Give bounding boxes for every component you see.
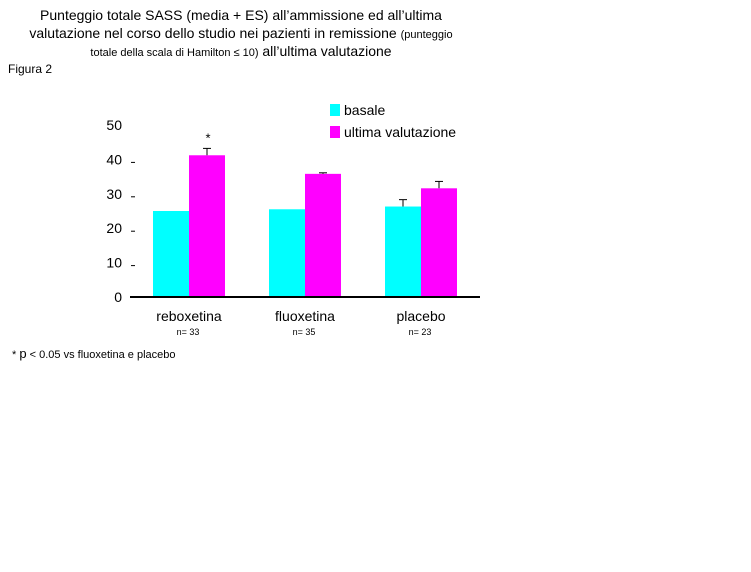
legend-label-ultima: ultima valutazione xyxy=(344,124,456,140)
legend-label-basale: basale xyxy=(344,102,385,118)
chart-title-line-3-small: totale della scala di Hamilton ≤ 10) xyxy=(90,47,259,59)
bar-basale-fluoxetina xyxy=(269,209,305,297)
chart-title-line-2-small: (punteggio xyxy=(400,29,453,41)
y-tick-label: 40 xyxy=(106,151,122,167)
legend-swatch-basale xyxy=(330,104,340,116)
figure-label: Figura 2 xyxy=(8,62,53,76)
sample-size-label: n= 33 xyxy=(177,327,200,337)
bar-basale-reboxetina xyxy=(153,211,189,297)
x-tick-label: fluoxetina xyxy=(275,308,335,324)
figure: Punteggio totale SASS (media + ES) all’a… xyxy=(0,0,482,365)
chart-title-line-2: valutazione nel corso dello studio nei p… xyxy=(0,25,482,44)
y-tick-label: 50 xyxy=(106,117,122,133)
footnote-text: < 0.05 vs fluoxetina e placebo xyxy=(29,349,176,361)
sample-size-label: n= 23 xyxy=(409,327,432,337)
chart-title-line-3: totale della scala di Hamilton ≤ 10) all… xyxy=(0,43,482,62)
y-tick-label: 20 xyxy=(106,220,122,236)
bar-ultima-fluoxetina xyxy=(305,173,341,297)
sample-size-label: n= 35 xyxy=(293,327,316,337)
bar-basale-placebo xyxy=(385,206,421,297)
chart-title-line-3-main: all’ultima valutazione xyxy=(262,43,392,59)
bar-chart: 0 10 20 30 40 50 * reboxetina n= 33 fluoxetina n= … xyxy=(106,102,480,337)
y-tick-label: 10 xyxy=(106,255,122,271)
chart-title-line-1: Punteggio totale SASS (media + ES) all’a… xyxy=(40,7,442,23)
footnote-star: * xyxy=(12,349,17,361)
footnote: * p < 0.05 vs fluoxetina e placebo xyxy=(12,346,176,361)
y-tick-label: 30 xyxy=(106,186,122,202)
footnote-p: p xyxy=(19,346,27,361)
legend-swatch-ultima xyxy=(330,126,340,138)
bar-ultima-placebo xyxy=(421,188,457,297)
chart-title-line-2-main: valutazione nel corso dello studio nei p… xyxy=(29,25,397,41)
x-tick-label: reboxetina xyxy=(156,308,222,324)
x-tick-label: placebo xyxy=(396,308,445,324)
significance-annotation: * xyxy=(205,130,210,145)
bar-ultima-reboxetina xyxy=(189,155,225,297)
y-tick-label: 0 xyxy=(114,289,122,305)
